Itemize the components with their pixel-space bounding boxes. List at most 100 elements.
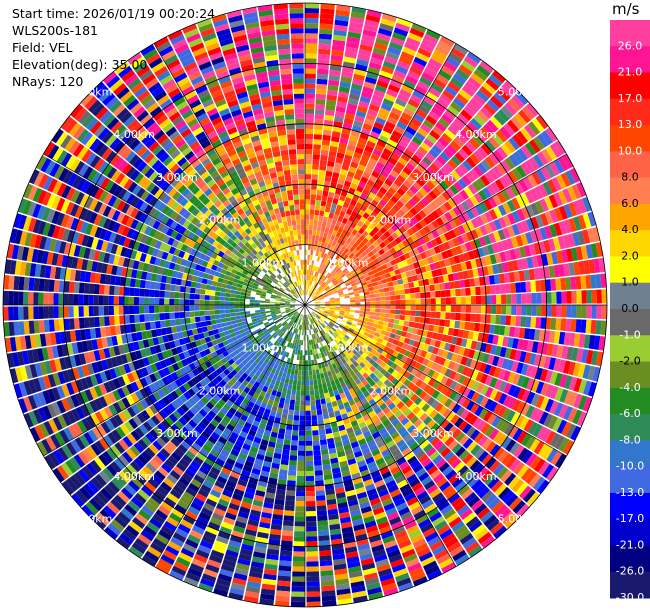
velocity-gate [423,429,434,439]
velocity-gate [430,238,438,247]
velocity-gate [400,511,413,521]
velocity-gate [254,305,260,308]
velocity-gate [258,340,264,346]
velocity-gate [393,244,401,252]
velocity-gate [317,378,322,385]
velocity-gate [191,415,201,425]
velocity-gate [272,325,278,331]
velocity-gate [338,173,347,181]
velocity-gate [360,506,372,514]
velocity-gate [359,266,366,272]
velocity-gate [429,129,441,140]
velocity-gate [471,479,483,492]
velocity-gate [343,349,349,356]
velocity-gate [172,532,187,543]
velocity-gate [453,136,465,148]
velocity-gate [140,410,151,421]
velocity-gate [430,436,441,447]
velocity-gate [434,197,443,207]
velocity-gate [390,152,401,161]
velocity-gate [305,13,319,19]
velocity-gate [310,324,313,330]
velocity-gate [538,329,546,342]
velocity-gate [328,364,334,371]
velocity-gate [135,473,147,485]
velocity-gate [315,327,319,333]
velocity-gate [394,125,405,135]
velocity-gate [149,313,155,322]
velocity-gate [466,400,475,411]
velocity-gate [279,306,285,308]
velocity-gate [417,47,432,58]
velocity-gate [296,334,299,340]
velocity-gate [368,342,375,349]
velocity-gate [447,159,458,170]
velocity-gate [315,343,319,349]
velocity-gate [436,415,446,426]
velocity-gate [415,467,427,478]
velocity-gate [516,362,524,374]
velocity-gate [440,166,451,177]
velocity-gate [282,444,291,451]
velocity-gate [409,140,420,150]
velocity-gate [182,514,196,525]
velocity-gate [237,394,245,403]
velocity-gate [474,405,484,417]
velocity-gate [398,539,412,549]
velocity-gate [372,148,382,157]
velocity-gate [276,336,282,342]
velocity-gate [289,399,295,406]
velocity-gate [234,399,242,407]
velocity-gate [295,501,305,507]
velocity-gate [506,261,514,272]
velocity-gate [375,276,382,282]
velocity-gate [305,430,312,436]
velocity-gate [223,383,231,391]
velocity-gate [553,264,561,278]
velocity-gate [312,339,316,345]
velocity-gate [385,544,399,554]
velocity-gate [407,562,422,573]
velocity-gate [558,264,566,277]
velocity-gate [558,205,568,220]
velocity-gate [149,305,155,314]
velocity-gate [161,386,170,396]
velocity-gate [248,429,257,437]
velocity-gate [305,38,318,44]
velocity-gate [350,403,358,411]
velocity-gate [571,290,577,304]
velocity-gate [352,287,359,292]
velocity-gate [399,348,407,355]
velocity-gate [126,383,135,395]
velocity-gate [372,233,380,241]
velocity-gate [98,349,106,360]
velocity-gate [298,430,305,436]
velocity-gate [516,338,524,350]
velocity-gate [320,252,325,258]
velocity-gate [540,166,551,181]
velocity-gate [344,279,350,285]
velocity-gate [511,361,519,373]
velocity-gate [200,321,207,327]
velocity-gate [570,425,581,441]
velocity-gate [354,378,362,385]
velocity-gate [293,541,305,547]
velocity-gate [573,393,583,409]
velocity-gate [455,93,469,105]
velocity-gate [486,244,495,255]
velocity-gate [335,583,350,591]
velocity-gate [503,272,511,283]
velocity-gate [59,429,70,444]
velocity-gate [239,506,251,515]
velocity-gate [261,512,272,519]
velocity-gate [527,174,538,188]
velocity-gate [197,421,207,431]
velocity-gate [423,95,436,106]
velocity-gate [94,457,106,470]
velocity-gate [332,548,345,556]
velocity-gate [73,454,86,468]
velocity-gate [569,167,581,183]
velocity-gate [149,321,156,330]
velocity-gate [529,438,541,452]
velocity-gate [402,214,411,223]
